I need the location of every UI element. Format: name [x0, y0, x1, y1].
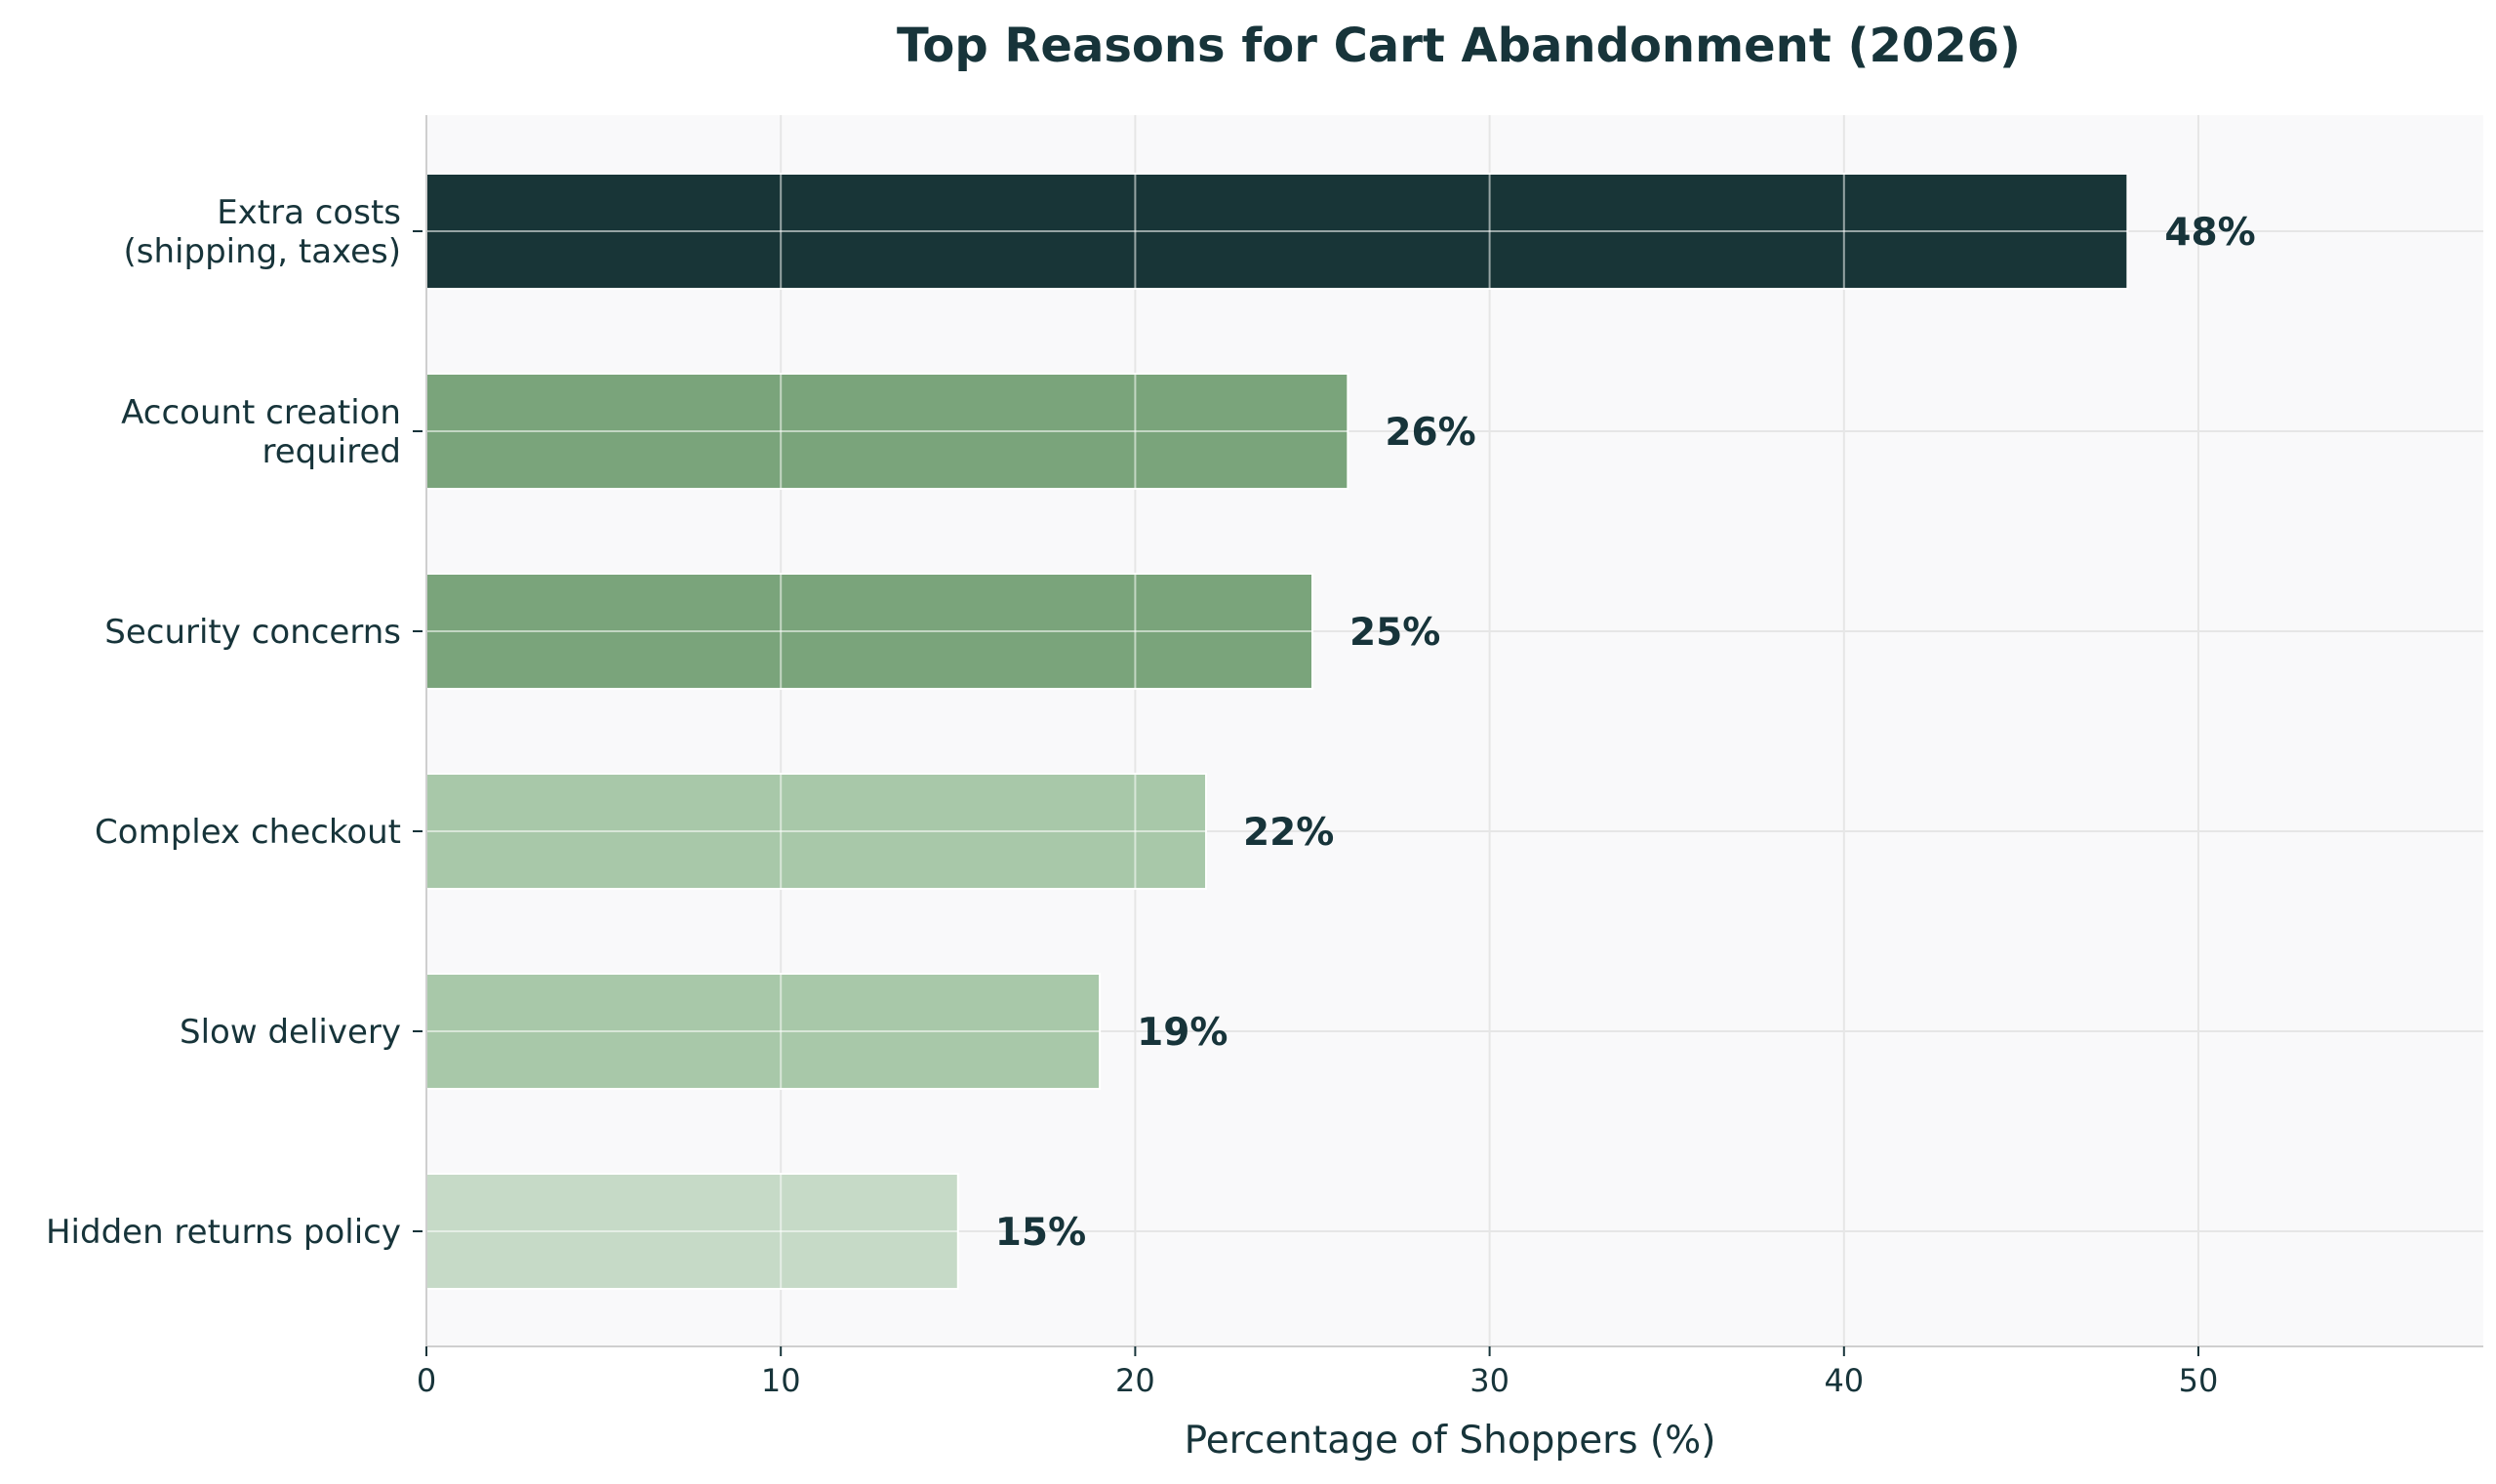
chart-title: Top Reasons for Cart Abandonment (2026)	[897, 19, 2021, 73]
data-label: 48%	[2164, 211, 2255, 255]
category-label-line: Slow delivery	[180, 1013, 401, 1052]
category-label-line: Complex checkout	[95, 813, 401, 852]
x-tick-label: 10	[761, 1362, 801, 1399]
category-labels: Extra costs (shipping, taxes) Account crea…	[46, 193, 423, 1252]
category-label-line: Account creation	[121, 393, 401, 432]
x-tick-label: 40	[1824, 1362, 1864, 1399]
data-label: 15%	[995, 1211, 1086, 1255]
category-label-line: Security concerns	[104, 613, 401, 652]
category-label: Hidden returns policy	[46, 1213, 401, 1252]
category-label-line: Extra costs	[217, 193, 401, 232]
category-label: Security concerns	[104, 613, 401, 652]
category-label: Complex checkout	[95, 813, 401, 852]
x-ticks: 0 10 20 30 40 50	[417, 1346, 2219, 1399]
category-label-line: Hidden returns policy	[46, 1213, 401, 1252]
x-tick-label: 0	[417, 1362, 436, 1399]
data-labels: 48% 26% 25% 22% 19% 15%	[995, 211, 2256, 1255]
data-label: 25%	[1349, 611, 1440, 655]
data-label: 19%	[1137, 1011, 1228, 1055]
plot-background	[426, 115, 2483, 1346]
x-tick-label: 50	[2179, 1362, 2219, 1399]
data-label: 22%	[1243, 811, 1334, 855]
category-label: Slow delivery	[180, 1013, 401, 1052]
category-label: Account creation required	[121, 393, 401, 471]
x-tick-label: 20	[1115, 1362, 1155, 1399]
category-label-line: required	[262, 432, 401, 471]
data-label: 26%	[1385, 411, 1475, 455]
bar-grid-overlay	[426, 174, 2128, 1289]
category-label-line: (shipping, taxes)	[124, 232, 401, 271]
x-axis-label: Percentage of Shoppers (%)	[1185, 1419, 1716, 1463]
axes	[425, 115, 2483, 1347]
category-label: Extra costs (shipping, taxes)	[124, 193, 401, 271]
x-tick-label: 30	[1469, 1362, 1510, 1399]
